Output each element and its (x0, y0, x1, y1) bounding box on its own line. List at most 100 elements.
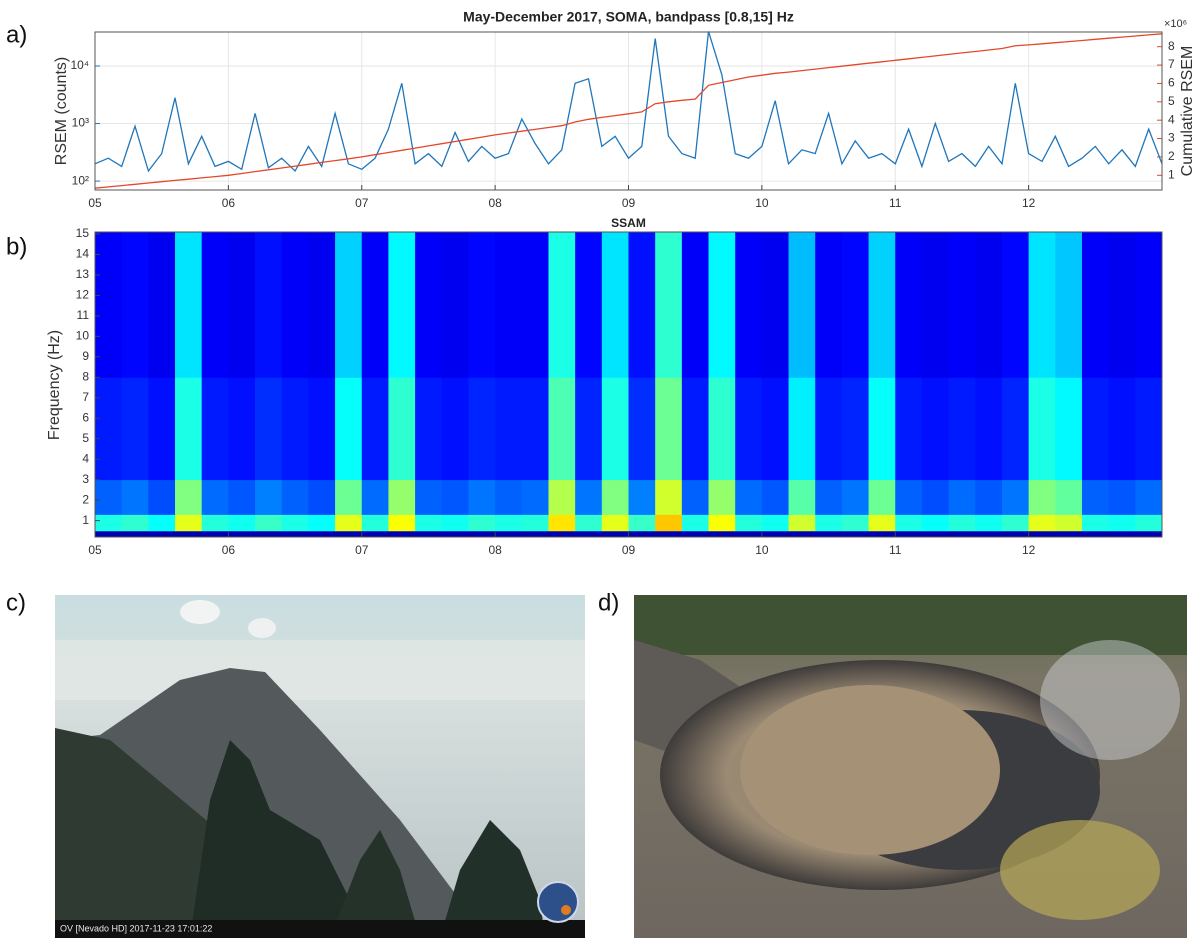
heatmap-cell (308, 232, 336, 378)
heatmap-cell (441, 232, 469, 378)
heatmap-cell (841, 530, 869, 538)
heatmap-cell (1055, 479, 1083, 515)
heatmap-cell (601, 232, 629, 378)
heatmap-cell (628, 232, 656, 378)
heatmap-cell (175, 232, 203, 378)
heatmap-cell (468, 232, 496, 378)
y-tick-label: 8 (82, 370, 89, 384)
heatmap-cell (495, 232, 523, 378)
chart-title: May-December 2017, SOMA, bandpass [0.8,1… (463, 9, 794, 25)
heatmap-cell (628, 530, 656, 538)
heatmap-cell (121, 514, 149, 532)
heatmap-cell (1028, 479, 1056, 515)
heatmap-cell (921, 479, 949, 515)
heatmap-cell (361, 530, 389, 538)
heatmap-cell (895, 479, 923, 515)
heatmap-cell (1028, 232, 1056, 378)
heatmap-cell (335, 232, 363, 378)
y-tick-label: 5 (1168, 94, 1175, 108)
heatmap-cell (255, 232, 283, 378)
heatmap-cell (921, 514, 949, 532)
x-tick-label: 11 (889, 196, 902, 210)
heatmap-cell (335, 377, 363, 481)
heatmap-cell (788, 530, 816, 538)
y-tick-label: 6 (1168, 76, 1175, 90)
heatmap-cell (975, 530, 1003, 538)
y-tick-label: 11 (77, 308, 90, 322)
heatmap-cell (628, 514, 656, 532)
heatmap-cell (255, 514, 283, 532)
heatmap-cell (681, 530, 709, 538)
heatmap-cell (1108, 530, 1136, 538)
y-tick-label: 10² (72, 173, 89, 187)
heatmap-cell (1135, 232, 1163, 378)
heatmap-cell (761, 479, 789, 515)
heatmap-cell (655, 232, 683, 378)
heatmap-cell (441, 514, 469, 532)
heatmap-cell (575, 232, 603, 378)
heatmap-cell (521, 377, 549, 481)
heatmap-cell (441, 377, 469, 481)
plot-frame (94, 231, 1163, 538)
heatmap-cell (868, 479, 896, 515)
heatmap-cell (281, 530, 309, 538)
y2-axis-label: Cumulative RSEM (1179, 46, 1196, 177)
x-tick-label: 06 (222, 543, 236, 557)
heatmap-cell (468, 479, 496, 515)
heatmap-cell (148, 530, 176, 538)
heatmap-cell (841, 514, 869, 532)
y-tick-label: 10⁴ (70, 58, 89, 72)
y2-multiplier: ×10⁶ (1164, 18, 1187, 30)
heatmap-cell (601, 479, 629, 515)
heatmap-cell (95, 232, 123, 378)
heatmap-cell (1108, 479, 1136, 515)
heatmap-cell (841, 377, 869, 481)
heatmap-cell (175, 514, 203, 532)
heatmap-cell (228, 514, 256, 532)
y-tick-label: 1 (82, 513, 89, 527)
heatmap-cell (921, 530, 949, 538)
y-tick-label: 7 (1168, 57, 1175, 71)
heatmap-cell (1028, 377, 1056, 481)
heatmap-cell (415, 377, 443, 481)
x-tick-label: 08 (488, 543, 502, 557)
heatmap-cell (1055, 514, 1083, 532)
heatmap-cell (1135, 530, 1163, 538)
heatmap-cell (148, 232, 176, 378)
heatmap-cell (708, 514, 736, 532)
heatmap-cell (1135, 377, 1163, 481)
heatmap-cell (761, 377, 789, 481)
heatmap-cell (575, 377, 603, 481)
heatmap-cell (495, 530, 523, 538)
heatmap-cell (388, 514, 416, 532)
x-tick-label: 12 (1022, 543, 1036, 557)
heatmap-cell (948, 530, 976, 538)
heatmap-cell (708, 530, 736, 538)
y-tick-label: 14 (76, 247, 90, 261)
heatmap-cell (121, 479, 149, 515)
y-tick-label: 12 (76, 288, 90, 302)
heatmap-cell (975, 232, 1003, 378)
y-tick-label: 3 (82, 472, 89, 486)
heatmap-cell (815, 514, 843, 532)
heatmap-cell (761, 514, 789, 532)
heatmap-cell (948, 514, 976, 532)
heatmap-cell (308, 530, 336, 538)
heatmap-cell (655, 530, 683, 538)
heatmap-cell (1055, 232, 1083, 378)
photo-volcano: OV [Nevado HD] 2017-11-23 17:01:22 (55, 595, 585, 938)
heatmap-cell (255, 530, 283, 538)
heatmap-cell (628, 377, 656, 481)
heatmap-cell (441, 479, 469, 515)
heatmap-cell (201, 377, 229, 481)
heatmap-cell (868, 377, 896, 481)
heatmap-cell (1135, 514, 1163, 532)
heatmap-cell (1001, 232, 1030, 378)
heatmap-cell (121, 377, 149, 481)
heatmap-cell (201, 232, 229, 378)
heatmap-cell (201, 530, 229, 538)
heatmap-cell (1001, 530, 1030, 538)
heatmap-cell (815, 232, 843, 378)
heatmap-cell (95, 514, 123, 532)
heatmap-cell (228, 377, 256, 481)
